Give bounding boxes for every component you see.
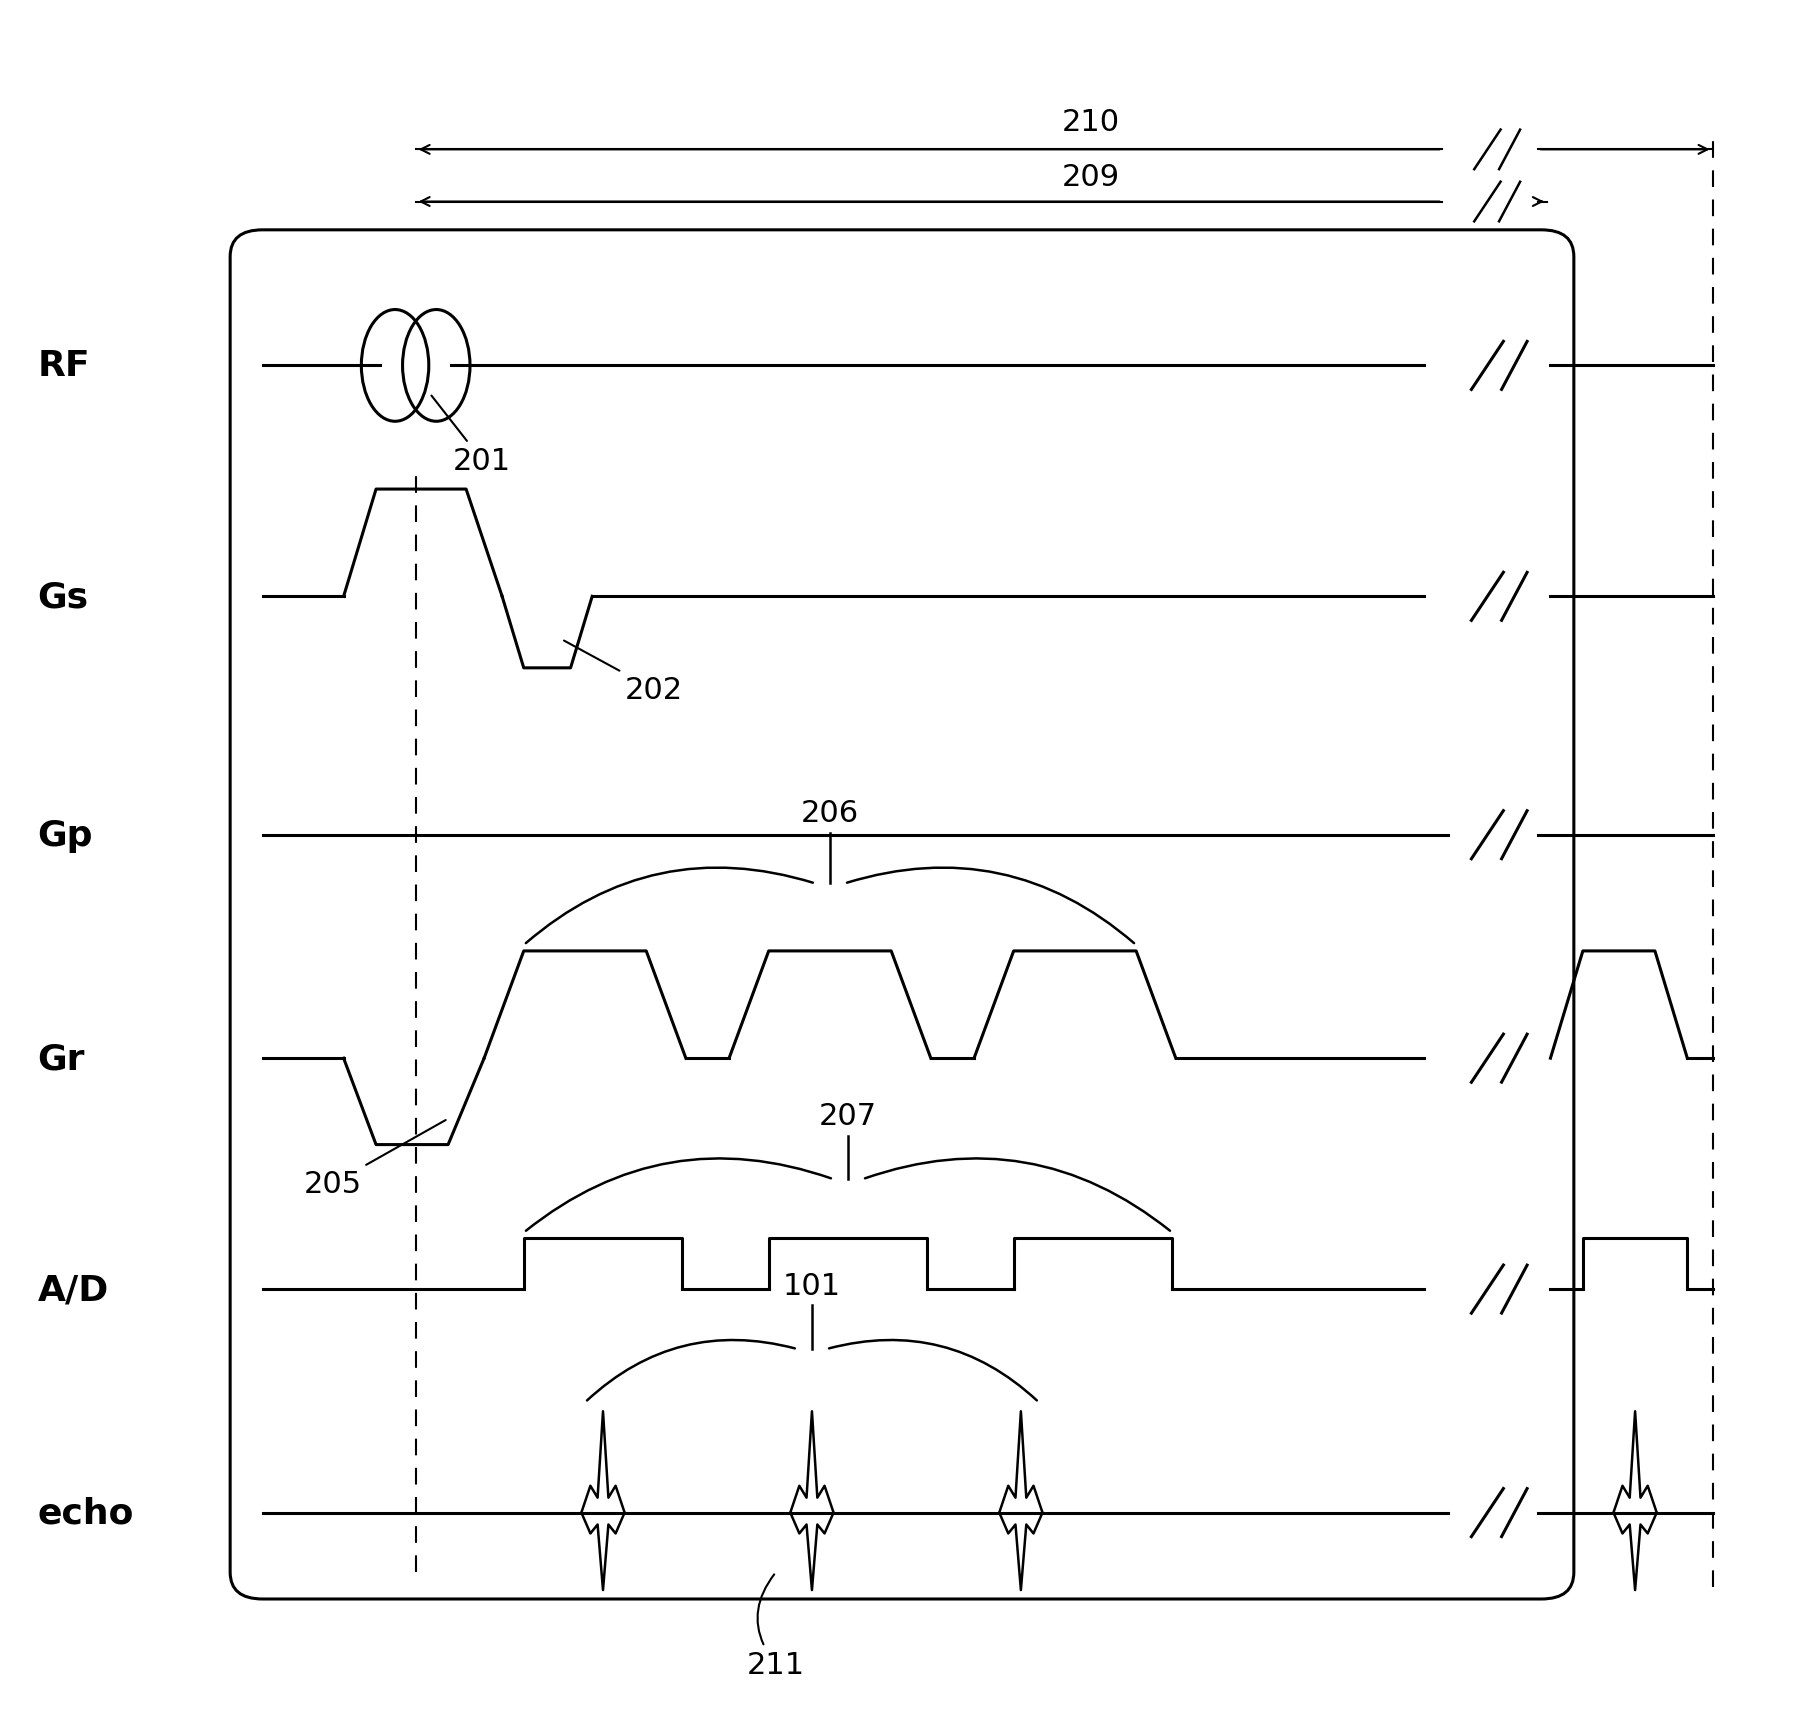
Text: 210: 210: [1063, 107, 1120, 137]
Text: A/D: A/D: [38, 1272, 108, 1306]
Text: 201: 201: [431, 396, 511, 476]
Text: echo: echo: [38, 1496, 133, 1529]
Text: 206: 206: [801, 799, 859, 827]
Text: Gr: Gr: [38, 1041, 85, 1076]
Text: 205: 205: [305, 1121, 446, 1199]
Text: RF: RF: [38, 349, 90, 382]
Text: 207: 207: [819, 1100, 877, 1130]
Text: 209: 209: [1063, 163, 1120, 192]
Text: 101: 101: [783, 1272, 841, 1299]
Text: 202: 202: [565, 642, 682, 704]
Text: Gp: Gp: [38, 818, 94, 853]
Text: 211: 211: [747, 1574, 805, 1678]
Text: Gs: Gs: [38, 580, 88, 614]
